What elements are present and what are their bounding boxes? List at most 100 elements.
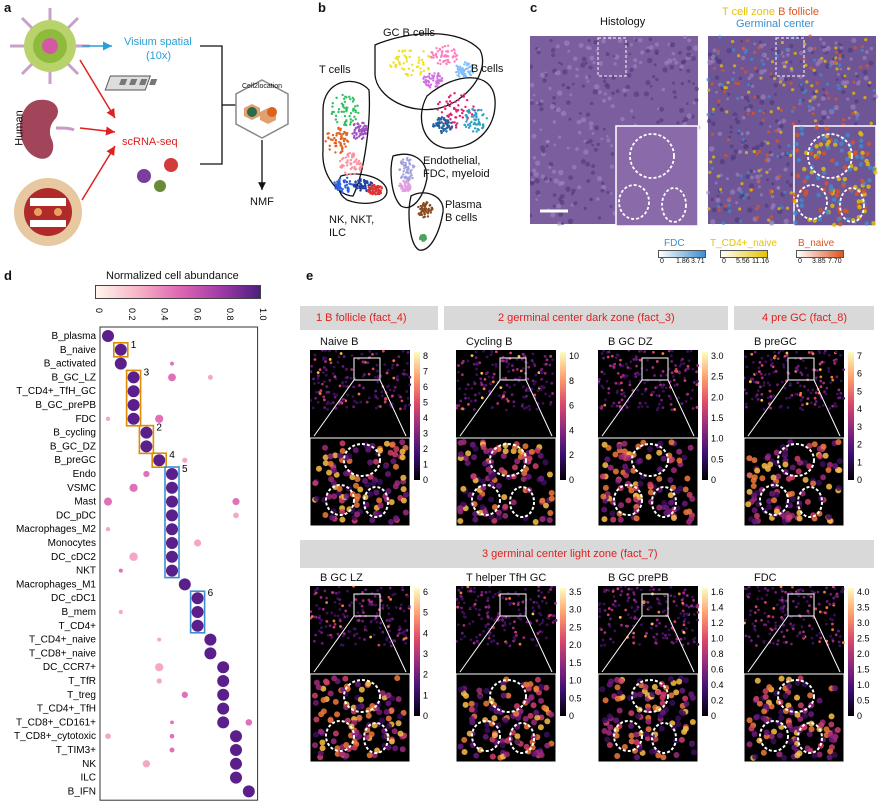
inset-spot <box>634 754 641 761</box>
histology-texture-dot <box>649 84 653 88</box>
histology-texture-dot <box>840 80 847 86</box>
umap-point <box>357 179 360 182</box>
spot <box>331 591 334 594</box>
factor-highlight-box <box>138 424 155 455</box>
spot <box>345 376 349 379</box>
spot <box>644 401 647 405</box>
inset-spot <box>808 720 815 727</box>
spot <box>338 384 342 388</box>
histology-texture-dot <box>801 98 805 102</box>
spot-overlay <box>722 89 726 94</box>
spot <box>325 385 329 389</box>
spot <box>486 642 490 646</box>
spot <box>801 396 805 399</box>
inset-spot <box>651 684 658 691</box>
spot <box>371 353 374 356</box>
histology-texture-dot <box>578 42 584 48</box>
inset-spot <box>501 494 508 501</box>
spot <box>673 408 677 411</box>
plasma-label-1: Plasma <box>445 199 482 211</box>
spot <box>316 400 320 404</box>
spot <box>521 367 525 370</box>
umap-point <box>402 158 405 161</box>
inset-spot <box>491 732 498 739</box>
histology-texture-dot <box>586 179 591 183</box>
inset-spot <box>803 192 808 197</box>
inset-spot <box>604 736 611 743</box>
spot <box>472 362 476 366</box>
inset-spot <box>495 482 502 489</box>
histology-texture-dot <box>778 75 785 82</box>
legend-tcell-zone: T cell zone <box>722 6 775 18</box>
spot <box>404 619 407 623</box>
inset-spot <box>750 483 757 490</box>
spot <box>601 386 605 390</box>
histology-texture-dot <box>571 164 577 170</box>
spot <box>324 360 327 363</box>
histology-texture-dot <box>779 156 782 159</box>
spot <box>503 628 507 632</box>
umap-point <box>362 126 365 129</box>
umap-point <box>349 118 352 121</box>
inset-spot <box>858 143 864 149</box>
spot <box>687 605 691 609</box>
inset-spot <box>763 729 770 736</box>
umap-point <box>462 95 466 98</box>
inset-spot <box>867 165 873 170</box>
tick: 5.56 <box>736 258 750 265</box>
spot <box>524 389 528 392</box>
spot <box>466 589 470 593</box>
inset-spot <box>688 741 695 748</box>
colorbar-title: Normalized cell abundance <box>106 270 239 282</box>
inset-spot <box>376 497 383 504</box>
histology-texture-dot <box>591 132 595 135</box>
spot <box>553 601 557 605</box>
dot-mark <box>155 414 164 423</box>
inset-spot <box>797 716 804 723</box>
spot <box>624 362 628 366</box>
spot <box>684 400 688 403</box>
umap-point <box>419 67 422 70</box>
inset-spot <box>866 184 871 189</box>
spot <box>504 597 508 601</box>
spot <box>504 376 508 380</box>
spot <box>339 643 343 647</box>
inset-spot <box>467 492 474 499</box>
histology-texture-dot <box>633 58 638 63</box>
spot <box>692 381 696 384</box>
umap-point <box>428 204 431 207</box>
umap-point <box>443 128 447 131</box>
inset-spot <box>376 447 383 454</box>
spot <box>317 374 320 378</box>
dot-mark <box>217 661 230 674</box>
umap-point <box>467 111 470 114</box>
spot <box>534 373 538 377</box>
spot <box>801 589 805 593</box>
spot <box>778 598 782 602</box>
inset-spot <box>525 473 532 480</box>
inset-spot <box>489 753 496 760</box>
spot <box>472 641 476 645</box>
colorbar-tick: 8 <box>569 376 574 386</box>
inset-spot <box>674 488 681 495</box>
umap-point <box>450 126 453 129</box>
spot <box>322 398 326 402</box>
spot-overlay <box>827 96 831 100</box>
spot-overlay <box>728 196 732 201</box>
inset-spot <box>601 506 608 513</box>
spot <box>395 606 398 609</box>
umap-point <box>460 72 464 76</box>
spot <box>490 640 493 644</box>
spot <box>358 602 362 605</box>
inset-spot <box>756 700 763 707</box>
panel-d-dotplot: Normalized cell abundance 0 0.2 0.4 0.6 0.8 1… <box>0 268 300 805</box>
histology-texture-dot <box>770 194 775 199</box>
spot <box>670 360 674 363</box>
cell-icon <box>154 180 166 192</box>
spot <box>670 350 674 353</box>
inset-spot <box>311 692 318 699</box>
visium-slide-icon <box>104 75 158 91</box>
spot <box>617 603 621 607</box>
histology-texture-dot <box>759 121 764 126</box>
spot-overlay <box>793 51 797 55</box>
